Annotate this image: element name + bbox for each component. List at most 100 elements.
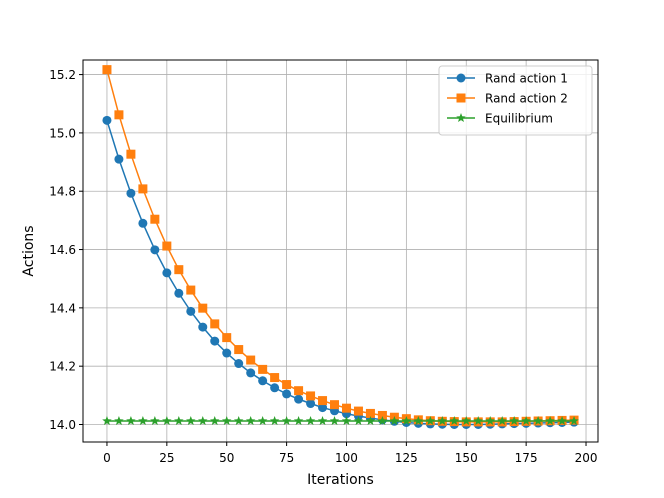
data-point — [485, 416, 495, 426]
legend-marker — [456, 113, 466, 123]
data-point — [222, 333, 232, 343]
data-point — [258, 376, 268, 386]
y-tick-label: 15.0 — [49, 126, 76, 140]
data-point — [294, 394, 304, 404]
data-point — [293, 416, 304, 426]
data-point — [126, 416, 136, 426]
data-point — [425, 416, 436, 426]
data-point — [234, 359, 244, 369]
y-tick-label: 14.2 — [49, 360, 76, 374]
data-point — [258, 364, 268, 374]
y-tick-label: 15.2 — [49, 68, 76, 82]
data-point — [341, 416, 352, 426]
data-point — [294, 386, 304, 396]
plot-frame — [82, 59, 599, 443]
legend-label: Equilibrium — [485, 112, 553, 126]
data-point — [545, 416, 555, 426]
data-point — [317, 416, 328, 426]
x-tick-label: 25 — [159, 451, 174, 465]
data-point — [221, 416, 232, 426]
data-point — [282, 389, 292, 399]
data-point — [126, 188, 136, 198]
grid — [83, 60, 598, 442]
x-axis-label: Iterations — [307, 472, 374, 488]
series-line — [106, 120, 575, 426]
legend-marker — [456, 93, 466, 103]
data-point — [198, 322, 208, 332]
data-point — [150, 245, 160, 255]
data-point — [377, 416, 388, 426]
data-point — [186, 306, 196, 316]
data-point — [257, 416, 268, 426]
data-point — [198, 303, 208, 313]
data-point — [209, 416, 220, 426]
data-point — [365, 416, 376, 426]
x-tick-label: 150 — [455, 451, 478, 465]
legend: Rand action 1 Rand action 2 Equilibrium — [438, 65, 593, 136]
data-point — [413, 416, 424, 426]
x-tick-label: 50 — [219, 451, 234, 465]
data-point — [150, 416, 160, 426]
data-point — [150, 214, 160, 224]
x-tick-label: 100 — [335, 451, 358, 465]
axis-ticks: 0 25 50 75 100 125 150 175 200 14.0 14.2 14.4 14.6 14… — [49, 68, 597, 465]
data-point — [174, 416, 184, 426]
x-tick-label: 200 — [575, 451, 598, 465]
data-point — [210, 336, 220, 346]
data-point — [497, 416, 507, 426]
data-point — [306, 391, 316, 401]
data-point — [114, 110, 124, 120]
series-3 — [102, 416, 579, 426]
y-tick-label: 14.8 — [49, 185, 76, 199]
data-point — [473, 416, 483, 426]
data-point — [162, 241, 172, 251]
data-point — [449, 416, 460, 426]
data-point — [341, 403, 351, 413]
data-point — [162, 268, 172, 278]
y-axis-label: Actions — [21, 225, 37, 276]
data-point — [557, 416, 567, 426]
data-point — [102, 416, 112, 426]
data-point — [126, 149, 136, 159]
data-point — [270, 383, 280, 393]
data-point — [233, 416, 244, 426]
data-point — [318, 396, 328, 406]
data-point — [389, 416, 400, 426]
data-point — [174, 288, 184, 298]
data-point — [509, 416, 519, 426]
series-group — [102, 65, 579, 430]
data-point — [330, 400, 340, 410]
data-point — [282, 380, 292, 390]
data-point — [246, 355, 256, 365]
data-point — [234, 345, 244, 355]
data-point — [281, 416, 292, 426]
y-tick-label: 14.4 — [49, 301, 76, 315]
legend-entry: Rand action 2 — [447, 92, 568, 106]
data-point — [245, 416, 256, 426]
data-point — [138, 416, 148, 426]
data-point — [246, 368, 256, 378]
legend-marker — [456, 73, 466, 83]
data-point — [437, 416, 448, 426]
y-tick-label: 14.0 — [49, 418, 76, 432]
x-tick-label: 75 — [279, 451, 294, 465]
data-point — [114, 154, 124, 164]
data-point — [222, 348, 232, 358]
x-tick-label: 175 — [515, 451, 538, 465]
data-point — [569, 416, 579, 426]
data-point — [305, 416, 316, 426]
data-point — [186, 285, 196, 295]
data-point — [138, 218, 148, 228]
series-line — [106, 69, 575, 423]
data-point — [138, 184, 148, 194]
data-point — [521, 416, 531, 426]
data-point — [102, 115, 112, 125]
data-point — [198, 416, 208, 426]
data-point — [270, 373, 280, 383]
data-point — [329, 416, 340, 426]
data-point — [186, 416, 196, 426]
data-point — [401, 416, 412, 426]
data-point — [162, 416, 172, 426]
data-point — [461, 416, 472, 426]
